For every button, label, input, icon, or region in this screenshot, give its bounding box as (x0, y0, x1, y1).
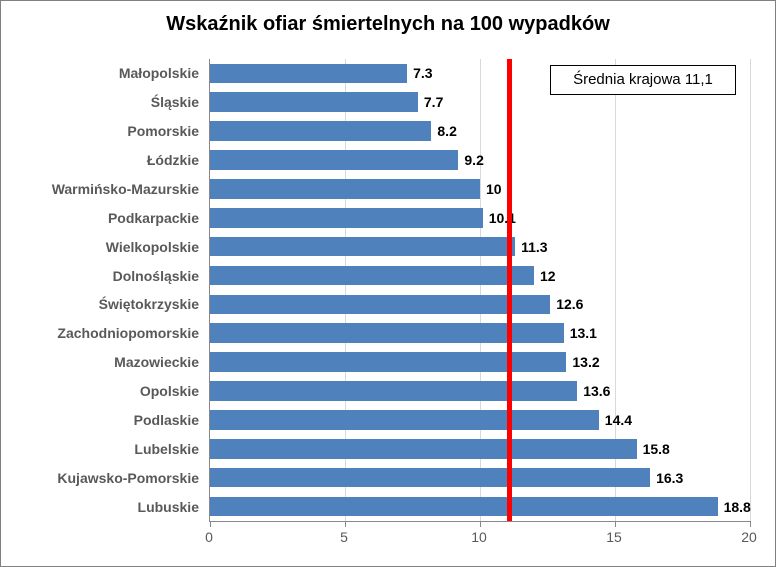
category-label: Pomorskie (127, 123, 199, 139)
category-label: Śląskie (151, 94, 199, 110)
bar-value-label: 16.3 (656, 470, 683, 486)
x-tick-label: 10 (471, 529, 487, 545)
bar (210, 179, 480, 199)
bar (210, 439, 637, 459)
bar (210, 64, 407, 84)
bar-value-label: 7.3 (413, 65, 432, 81)
bar (210, 237, 515, 257)
category-label: Świętokrzyskie (99, 296, 199, 312)
bar-value-label: 13.6 (583, 383, 610, 399)
x-tick (480, 521, 481, 527)
x-tick (750, 521, 751, 527)
bar-value-label: 12.6 (556, 296, 583, 312)
x-tick-label: 0 (205, 529, 213, 545)
category-label: Dolnośląskie (113, 268, 199, 284)
reference-line (507, 59, 512, 521)
bar-value-label: 9.2 (464, 152, 483, 168)
bar (210, 150, 458, 170)
category-label: Podkarpackie (108, 210, 199, 226)
x-tick (210, 521, 211, 527)
bar (210, 381, 577, 401)
bar-value-label: 11.3 (521, 239, 547, 255)
chart-title: Wskaźnik ofiar śmiertelnych na 100 wypad… (1, 1, 775, 36)
bar-value-label: 12 (540, 268, 556, 284)
bar-value-label: 18.8 (724, 499, 751, 515)
bar-value-label: 14.4 (605, 412, 632, 428)
gridline (750, 59, 751, 521)
x-tick (615, 521, 616, 527)
bar-value-label: 13.1 (570, 325, 597, 341)
x-tick-label: 15 (606, 529, 622, 545)
chart-container: Wskaźnik ofiar śmiertelnych na 100 wypad… (0, 0, 776, 567)
bar (210, 410, 599, 430)
category-label: Kujawsko-Pomorskie (57, 470, 199, 486)
bar-value-label: 13.2 (572, 354, 599, 370)
bar (210, 92, 418, 112)
category-label: Małopolskie (119, 65, 199, 81)
category-label: Łódzkie (147, 152, 199, 168)
bar-value-label: 15.8 (643, 441, 670, 457)
category-label: Warmińsko-Mazurskie (52, 181, 199, 197)
bar-value-label: 10 (486, 181, 502, 197)
bar (210, 121, 431, 141)
plot-area: 7.37.78.29.21010.111.31212.613.113.213.6… (209, 59, 750, 522)
bar-value-label: 8.2 (437, 123, 456, 139)
category-label: Mazowieckie (114, 354, 199, 370)
x-tick-label: 5 (340, 529, 348, 545)
bar (210, 208, 483, 228)
bar-value-label: 7.7 (424, 94, 443, 110)
bar (210, 468, 650, 488)
category-label: Lubuskie (138, 499, 199, 515)
category-label: Podlaskie (134, 412, 199, 428)
bar (210, 497, 718, 517)
category-label: Opolskie (140, 383, 199, 399)
bar (210, 266, 534, 286)
category-label: Lubelskie (134, 441, 199, 457)
category-label: Wielkopolskie (106, 239, 199, 255)
bar (210, 352, 566, 372)
x-tick-label: 20 (741, 529, 757, 545)
x-tick (345, 521, 346, 527)
bar (210, 295, 550, 315)
annotation-box: Średnia krajowa 11,1 (550, 65, 736, 95)
category-label: Zachodniopomorskie (57, 325, 199, 341)
